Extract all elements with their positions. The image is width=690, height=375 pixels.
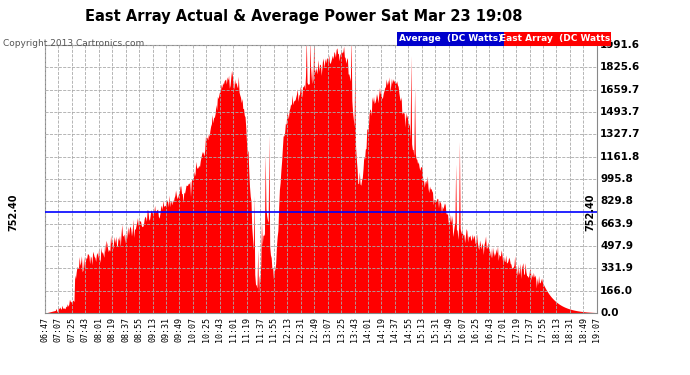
Text: Copyright 2013 Cartronics.com: Copyright 2013 Cartronics.com (3, 39, 145, 48)
Text: 1991.6: 1991.6 (600, 40, 640, 50)
Text: 497.9: 497.9 (600, 241, 633, 251)
Text: 1825.6: 1825.6 (600, 62, 640, 72)
Text: 1659.7: 1659.7 (600, 85, 640, 94)
Text: East Array Actual & Average Power Sat Mar 23 19:08: East Array Actual & Average Power Sat Ma… (85, 9, 522, 24)
Text: 663.9: 663.9 (600, 219, 633, 229)
Text: 995.8: 995.8 (600, 174, 633, 184)
Text: 1493.7: 1493.7 (600, 107, 641, 117)
Text: 829.8: 829.8 (600, 196, 633, 206)
Text: 752.40: 752.40 (9, 193, 19, 231)
Text: 1327.7: 1327.7 (600, 129, 641, 140)
Text: 752.40: 752.40 (585, 193, 595, 231)
Text: 0.0: 0.0 (600, 308, 619, 318)
Text: Average  (DC Watts): Average (DC Watts) (399, 34, 502, 43)
Text: 1161.8: 1161.8 (600, 152, 640, 162)
Text: 331.9: 331.9 (600, 264, 633, 273)
Text: East Array  (DC Watts): East Array (DC Watts) (500, 34, 614, 43)
Text: 166.0: 166.0 (600, 286, 633, 296)
